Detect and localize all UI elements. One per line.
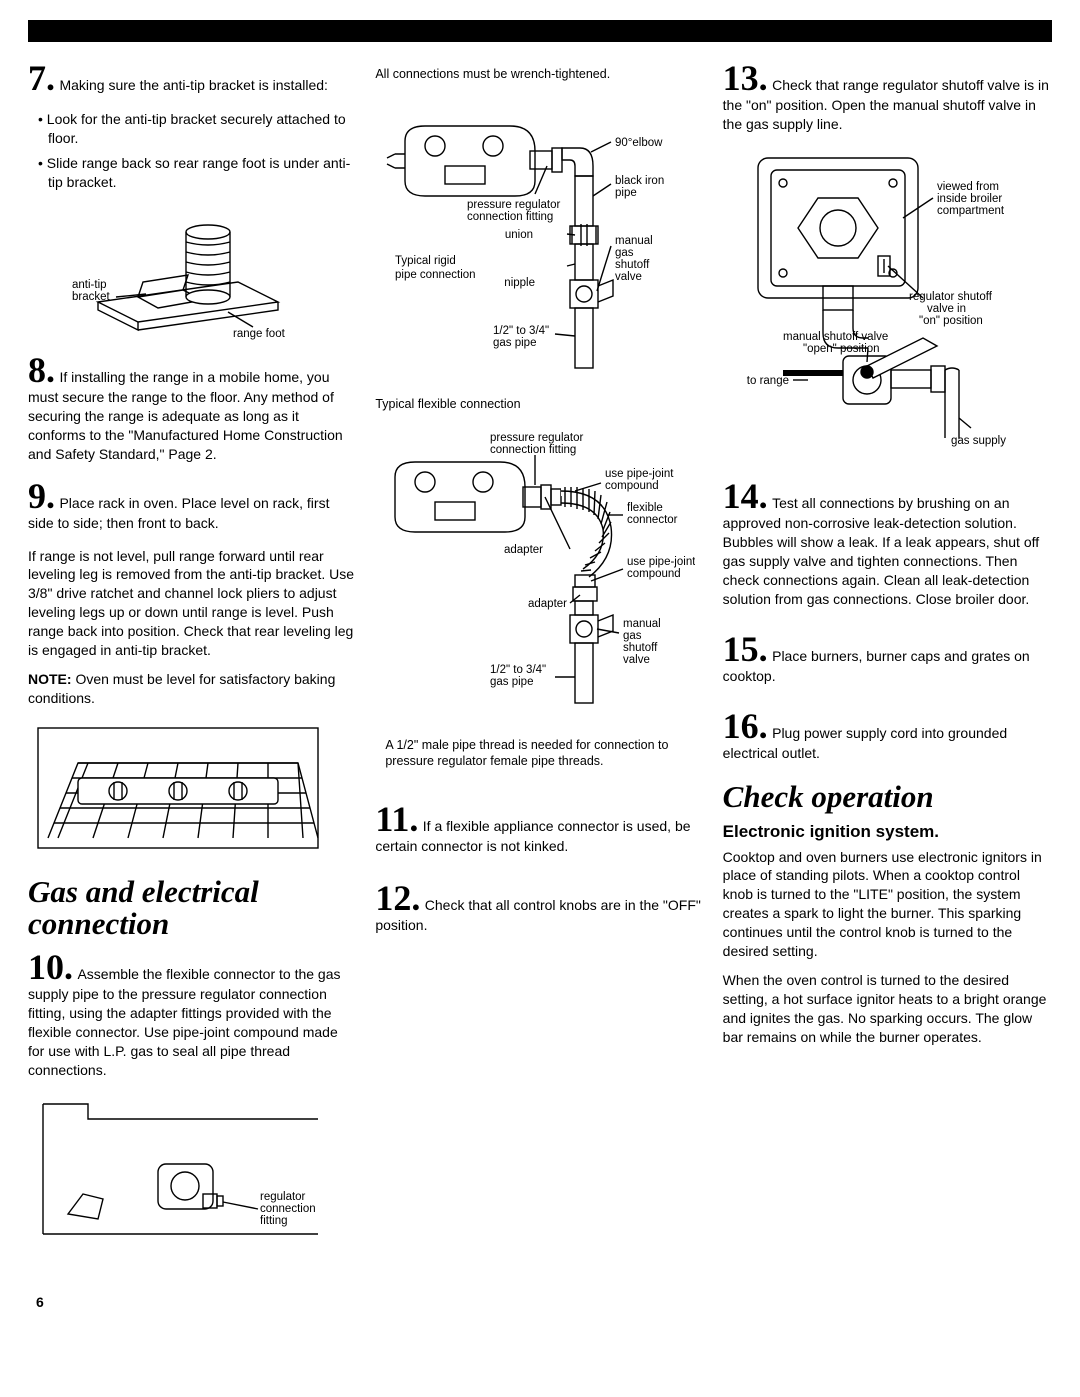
label-flex-compound-1: use pipe-jointcompound [605,468,674,492]
step-12-number: 12 [375,878,420,918]
step-15-text: Place burners, burner caps and grates on… [723,648,1030,684]
figure-regulator-fitting: regulatorconnectionfitting [28,1094,357,1244]
label-elbow: 90°elbow [615,137,663,149]
label-regulator-fitting: regulatorconnectionfitting [260,1191,316,1227]
label-viewed-from: viewed frominside broilercompartment [937,181,1005,217]
para-ignition-2: When the oven control is turned to the d… [723,971,1052,1047]
label-union: union [505,229,533,241]
page-number: 6 [0,1294,1080,1330]
heading-check-operation: Check operation [723,781,1052,814]
label-to-range: to range [746,375,788,387]
step-9: 9 Place rack in oven. Place level on rac… [28,478,357,533]
label-gas-supply: gas supply [951,435,1006,447]
label-nipple: nipple [505,277,536,289]
header-black-bar [28,20,1052,42]
column-1: 7 Making sure the anti-tip bracket is in… [28,60,357,1254]
label-manual-shutoff: manual shutoff valve"open" position [783,331,888,355]
label-flexible-connector: flexibleconnector [627,502,678,526]
step-9-note: NOTE: Oven must be level for satisfactor… [28,670,357,708]
caption-wrench-tighten: All connections must be wrench-tightened… [375,66,704,82]
step-13-text: Check that range regulator shutoff valve… [723,77,1049,132]
step-13: 13 Check that range regulator shutoff va… [723,60,1052,134]
step-9-number: 9 [28,476,55,516]
step-15: 15 Place burners, burner caps and grates… [723,631,1052,686]
page-columns: 7 Making sure the anti-tip bracket is in… [0,60,1080,1294]
figure-anti-tip: anti-tipbracket range foot [28,202,357,342]
label-pressure-reg-fitting: pressure regulatorconnection fitting [467,199,560,223]
step-7-number: 7 [28,58,55,98]
step-13-number: 13 [723,58,768,98]
column-3: 13 Check that range regulator shutoff va… [723,60,1052,1254]
label-flex-adapter1: adapter [504,544,543,556]
step-7-text: Making sure the anti-tip bracket is inst… [59,77,327,93]
label-range-foot: range foot [233,328,286,340]
step-10: 10 Assemble the flexible connector to th… [28,949,357,1080]
caption-flexible: Typical flexible connection [375,396,704,412]
step-11-text: If a flexible appliance connector is use… [375,818,690,854]
label-flex-compound-2: use pipe-jointcompound [627,556,695,580]
label-flex-adapter2: adapter [528,598,567,610]
step-9-text: Place rack in oven. Place level on rack,… [28,495,329,531]
figure-rigid-pipe: Typical rigidpipe connection pressure re… [375,96,704,386]
step-11-number: 11 [375,799,418,839]
step-8-text: If installing the range in a mobile home… [28,369,343,462]
para-ignition-1: Cooktop and oven burners use electronic … [723,848,1052,961]
step-7: 7 Making sure the anti-tip bracket is in… [28,60,357,96]
label-manual-valve: manualgasshutoffvalve [615,235,653,283]
figure-oven-level [28,718,357,858]
step-10-number: 10 [28,947,73,987]
step-16: 16 Plug power supply cord into grounded … [723,708,1052,763]
label-typical-rigid: Typical rigidpipe connection [395,255,476,281]
step-8-number: 8 [28,350,55,390]
step-15-number: 15 [723,629,768,669]
step-16-number: 16 [723,706,768,746]
subheading-electronic-ignition: Electronic ignition system. [723,822,1052,842]
step-11: 11 If a flexible appliance connector is … [375,801,704,856]
step-10-text: Assemble the flexible connector to the g… [28,966,341,1078]
step-8: 8 If installing the range in a mobile ho… [28,352,357,464]
figure-shutoff-valve: viewed frominside broilercompartment reg… [723,148,1052,468]
step-7-bullet-2: Slide range back so rear range foot is u… [38,154,357,192]
caption-pipe-thread: A 1/2" male pipe thread is needed for co… [375,737,704,770]
note-text: Oven must be level for satisfactory baki… [28,671,335,706]
label-regulator-shutoff: regulator shutoffvalve in"on" position [909,291,993,327]
label-black-iron: black ironpipe [615,175,664,199]
column-2: All connections must be wrench-tightened… [375,60,704,1254]
note-label: NOTE: [28,671,72,687]
step-12: 12 Check that all control knobs are in t… [375,880,704,935]
label-gas-pipe-1: 1/2" to 3/4"gas pipe [493,325,549,349]
step-14-text: Test all connections by brushing on an a… [723,495,1039,607]
heading-gas-electrical: Gas and electrical connection [28,876,357,941]
label-flex-regfit: pressure regulatorconnection fitting [490,432,583,456]
step-14-number: 14 [723,476,768,516]
step-12-text: Check that all control knobs are in the … [375,897,701,933]
label-anti-tip-bracket: anti-tipbracket [72,279,111,303]
label-flex-gaspipe: 1/2" to 3/4"gas pipe [490,664,546,688]
figure-flexible-connection: pressure regulatorconnection fitting use… [375,427,704,727]
step-9-para: If range is not level, pull range forwar… [28,547,357,660]
step-7-bullets: Look for the anti-tip bracket securely a… [28,110,357,192]
step-14: 14 Test all connections by brushing on a… [723,478,1052,609]
label-flex-valve: manualgasshutoffvalve [623,618,661,666]
step-7-bullet-1: Look for the anti-tip bracket securely a… [38,110,357,148]
